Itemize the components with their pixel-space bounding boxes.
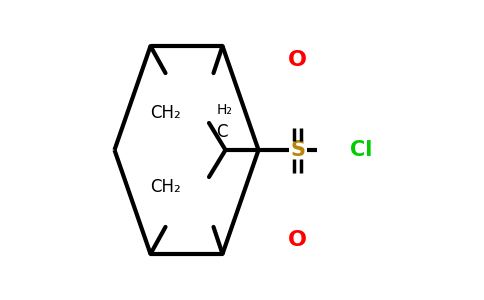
Text: O: O [288, 230, 307, 250]
Text: H₂: H₂ [216, 103, 232, 116]
Text: CH₂: CH₂ [150, 103, 181, 122]
Text: CH₂: CH₂ [150, 178, 181, 196]
Text: C: C [216, 123, 228, 141]
Text: Cl: Cl [350, 140, 372, 160]
Text: O: O [288, 50, 307, 70]
Text: S: S [290, 140, 305, 160]
